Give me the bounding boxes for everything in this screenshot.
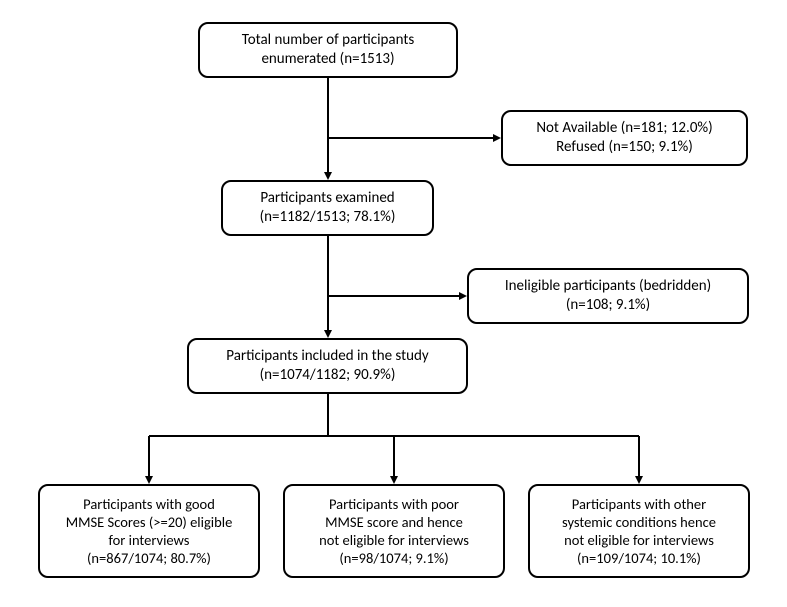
- node-systemic-line3: not eligible for interviews: [564, 531, 714, 549]
- node-total-line2: enumerated (n=1513): [261, 50, 394, 69]
- node-included-line2: (n=1074/1182; 90.9%): [260, 366, 396, 385]
- node-excluded2-line1: Ineligible participants (bedridden): [505, 277, 711, 296]
- node-excluded2: Ineligible participants (bedridden) (n=1…: [467, 268, 749, 324]
- node-total-line1: Total number of participants: [242, 31, 414, 50]
- node-total: Total number of participants enumerated …: [198, 22, 458, 78]
- node-systemic-line1: Participants with other: [572, 495, 706, 513]
- node-excluded1-line2: Refused (n=150; 9.1%): [556, 138, 693, 157]
- node-good-line3: for interviews: [109, 531, 190, 549]
- node-good-line4: (n=867/1074; 80.7%): [87, 549, 211, 567]
- node-systemic: Participants with other systemic conditi…: [528, 484, 750, 578]
- node-poor-line2: MMSE score and hence: [325, 513, 463, 531]
- node-poor: Participants with poor MMSE score and he…: [283, 484, 505, 578]
- node-good-line2: MMSE Scores (>=20) eligible: [66, 513, 233, 531]
- node-included-line1: Participants included in the study: [226, 347, 428, 366]
- node-systemic-line2: systemic conditions hence: [562, 513, 716, 531]
- node-poor-line1: Participants with poor: [329, 495, 459, 513]
- node-examined-line1: Participants examined: [260, 189, 394, 208]
- node-examined: Participants examined (n=1182/1513; 78.1…: [221, 180, 434, 236]
- node-poor-line3: not eligible for interviews: [319, 531, 469, 549]
- node-included: Participants included in the study (n=10…: [187, 338, 468, 394]
- node-good-line1: Participants with good: [83, 495, 215, 513]
- node-poor-line4: (n=98/1074; 9.1%): [339, 549, 448, 567]
- node-excluded1-line1: Not Available (n=181; 12.0%): [536, 119, 712, 138]
- node-good: Participants with good MMSE Scores (>=20…: [38, 484, 260, 578]
- node-excluded1: Not Available (n=181; 12.0%) Refused (n=…: [501, 110, 748, 166]
- node-excluded2-line2: (n=108; 9.1%): [566, 296, 650, 315]
- node-systemic-line4: (n=109/1074; 10.1%): [577, 549, 701, 567]
- node-examined-line2: (n=1182/1513; 78.1%): [260, 208, 396, 227]
